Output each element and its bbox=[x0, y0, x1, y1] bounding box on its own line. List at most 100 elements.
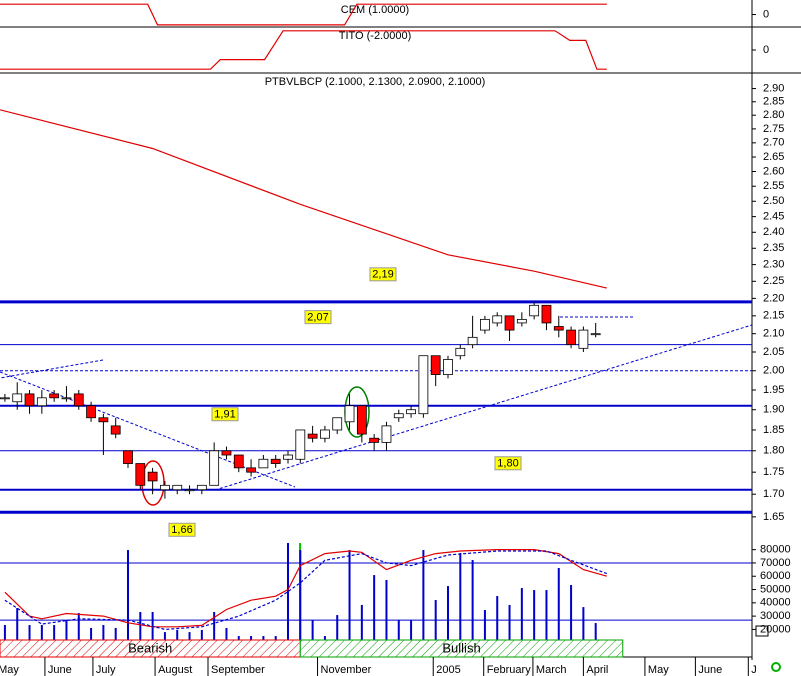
sentiment-band bbox=[299, 639, 624, 658]
candle-body bbox=[110, 425, 121, 435]
volume-bar bbox=[287, 543, 289, 656]
volume-bar bbox=[582, 607, 585, 656]
y-tick-label: 2.80 bbox=[763, 109, 784, 121]
candle-body bbox=[590, 333, 601, 336]
y-tick-label: 0 bbox=[763, 44, 769, 56]
candle-body bbox=[184, 489, 195, 492]
y-tick-label: 2.60 bbox=[763, 165, 784, 177]
candle-body bbox=[504, 315, 515, 331]
candle-body bbox=[295, 429, 306, 460]
candle-body bbox=[36, 397, 47, 407]
panel-title: TITO (-2.0000) bbox=[339, 30, 412, 42]
candle-body bbox=[196, 484, 207, 491]
candle-body bbox=[73, 393, 84, 407]
volume-bar bbox=[151, 611, 154, 656]
y-tick-label: 60000 bbox=[760, 570, 791, 582]
volume-bar bbox=[520, 588, 523, 656]
candle-body bbox=[356, 405, 367, 435]
y-tick-label: 2.05 bbox=[763, 346, 784, 358]
y-tick-label: 2.30 bbox=[763, 259, 784, 271]
candle-body bbox=[172, 484, 183, 491]
candle-body bbox=[160, 484, 170, 491]
x-tick-label: May bbox=[648, 664, 669, 676]
y-tick-label: 2.50 bbox=[763, 195, 784, 207]
panel-title: PTBVLBCP (2.1000, 2.1300, 2.0900, 2.1000… bbox=[265, 76, 486, 88]
y-tick-label: 2.10 bbox=[763, 328, 784, 340]
y-tick-label: 2.35 bbox=[763, 242, 784, 254]
candle-body bbox=[492, 315, 503, 324]
x-tick-label: June bbox=[698, 664, 722, 676]
volume-bar bbox=[496, 596, 499, 656]
y-tick-label: 0 bbox=[763, 8, 769, 20]
candle-body bbox=[344, 405, 355, 423]
candle-body bbox=[86, 405, 96, 419]
y-tick-label: 1.65 bbox=[763, 511, 784, 523]
candle-body bbox=[467, 336, 478, 346]
candle-body bbox=[332, 417, 343, 431]
volume-bar bbox=[311, 619, 314, 656]
volume-bar bbox=[348, 550, 351, 656]
level-label-box bbox=[211, 407, 239, 422]
candle-body bbox=[209, 450, 220, 486]
level-label: 2,19 bbox=[372, 269, 393, 281]
volume-bar bbox=[533, 590, 536, 656]
y-tick-label: 2.00 bbox=[763, 365, 784, 377]
volume-bar bbox=[336, 615, 339, 656]
volume-bar bbox=[127, 550, 129, 656]
candle-body bbox=[98, 417, 109, 423]
y-tick-label: 1.80 bbox=[763, 445, 784, 457]
volume-bar bbox=[545, 590, 548, 656]
candle-body bbox=[233, 454, 244, 469]
candle-body bbox=[123, 450, 133, 464]
x-tick-label: November bbox=[321, 664, 372, 676]
level-label: 1,91 bbox=[214, 409, 235, 421]
y-tick-label: 2.70 bbox=[763, 137, 784, 149]
candle-body bbox=[443, 359, 453, 375]
y-tick-label: 1.70 bbox=[763, 488, 784, 500]
volume-bar bbox=[508, 604, 511, 656]
candle-body bbox=[0, 397, 10, 400]
volume-bar bbox=[77, 613, 80, 656]
level-label-box bbox=[304, 310, 332, 325]
series-line bbox=[4, 549, 607, 628]
y-tick-label: 1.85 bbox=[763, 424, 784, 436]
panel-icon[interactable] bbox=[755, 625, 769, 637]
candle-body bbox=[381, 425, 392, 443]
x-tick-label: May bbox=[0, 664, 19, 676]
candle-body bbox=[418, 355, 429, 415]
y-tick-label: 2.25 bbox=[763, 275, 784, 287]
y-tick-label: 70000 bbox=[760, 557, 791, 569]
y-tick-label: 1.95 bbox=[763, 384, 784, 396]
trend-line bbox=[0, 359, 104, 379]
candle-body bbox=[516, 318, 527, 324]
volume-bar bbox=[434, 600, 437, 656]
volume-bar bbox=[447, 586, 449, 656]
volume-bar bbox=[213, 611, 216, 656]
candle-body bbox=[12, 393, 23, 403]
status-icon[interactable] bbox=[771, 662, 781, 672]
volume-bar bbox=[483, 610, 486, 656]
x-tick-label: April bbox=[586, 664, 608, 676]
candle-body bbox=[480, 318, 490, 331]
candle-body bbox=[541, 304, 552, 324]
candle-body bbox=[24, 393, 35, 407]
level-label: 1,66 bbox=[171, 524, 192, 536]
y-tick-label: 2.90 bbox=[763, 82, 784, 94]
x-tick-label: September bbox=[211, 664, 265, 676]
y-tick-label: 30000 bbox=[760, 610, 791, 622]
volume-bar bbox=[373, 575, 376, 656]
volume-bar bbox=[16, 608, 19, 656]
candle-body bbox=[430, 355, 441, 375]
volume-bar bbox=[360, 604, 363, 656]
y-tick-label: 2.45 bbox=[763, 211, 784, 223]
x-tick-label: March bbox=[536, 664, 567, 676]
volume-bar bbox=[385, 579, 388, 656]
level-label-box bbox=[168, 522, 196, 537]
candle-body bbox=[578, 329, 589, 349]
candle-body bbox=[369, 437, 380, 443]
candle-body bbox=[393, 413, 404, 419]
candle-body bbox=[270, 458, 281, 464]
y-tick-label: 1.90 bbox=[763, 404, 784, 416]
x-tick-label: 2005 bbox=[436, 664, 460, 676]
